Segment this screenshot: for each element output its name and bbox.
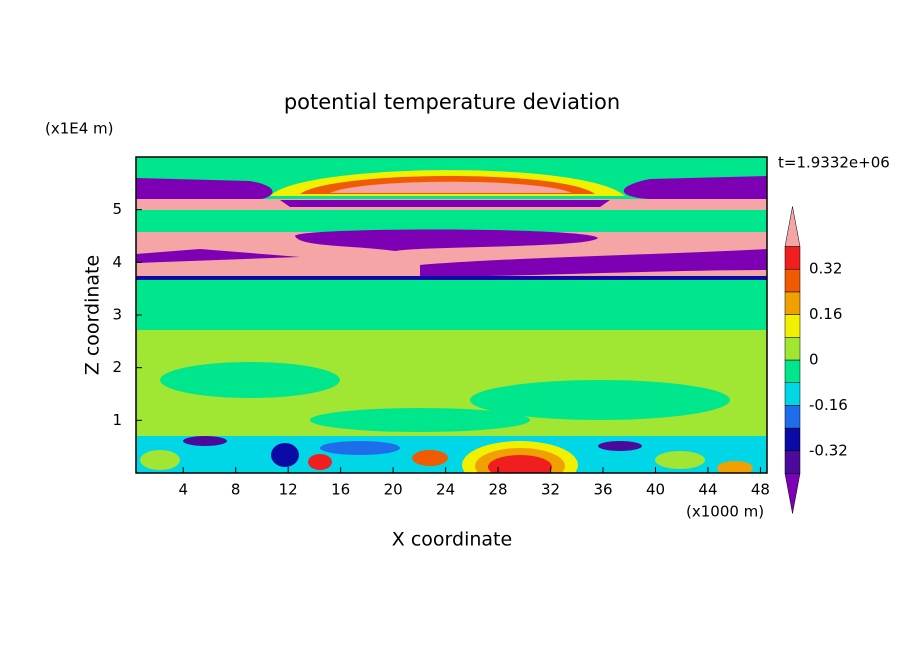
contour-field	[136, 157, 767, 473]
contour-region	[598, 441, 642, 451]
contour-region	[488, 455, 552, 473]
x-tick-label: 24	[436, 481, 455, 499]
colorbar-tick-label: -0.32	[809, 441, 848, 459]
contour-region	[136, 249, 300, 263]
y-tick-label: 3	[112, 306, 122, 324]
x-tick-label: 40	[646, 481, 665, 499]
colorbar-box	[784, 359, 801, 383]
y-tick-label: 1	[112, 411, 122, 429]
x-tick-label: 20	[384, 481, 403, 499]
x-tick-label: 32	[541, 481, 560, 499]
contour-region	[183, 436, 227, 446]
colorbar-box	[784, 450, 801, 474]
contour-region	[280, 200, 610, 207]
x-tick-label: 44	[698, 481, 717, 499]
contour-region	[420, 249, 767, 277]
contour-region	[308, 454, 332, 470]
x-tick-label: 16	[331, 481, 350, 499]
y-axis-label: Z coordinate	[82, 255, 104, 375]
chart-title: potential temperature deviation	[284, 90, 620, 114]
colorbar-box	[784, 246, 801, 270]
y-tick-label: 4	[112, 253, 122, 271]
contour-region	[136, 280, 767, 330]
colorbar-box	[784, 427, 801, 452]
x-tick-label: 8	[231, 481, 241, 499]
colorbar-upper-extension	[784, 206, 801, 247]
contour-region	[330, 181, 572, 193]
colorbar-box	[784, 405, 801, 429]
x-tick-label: 28	[489, 481, 508, 499]
contour-region	[140, 450, 180, 470]
colorbar-tick-label: -0.16	[809, 396, 848, 414]
colorbar-box	[784, 291, 801, 315]
x-axis-label: X coordinate	[392, 529, 512, 551]
colorbar-box	[784, 314, 801, 338]
y-tick-label: 5	[112, 200, 122, 218]
x-tick-label: 4	[178, 481, 188, 499]
contour-region	[160, 362, 340, 398]
annotation: t=1.9332e+06	[778, 154, 890, 172]
colorbar-box	[784, 382, 801, 406]
x-tick-label: 12	[279, 481, 298, 499]
contour-region	[320, 441, 400, 455]
contour-region	[295, 229, 598, 251]
colorbar-tick-label: 0	[809, 351, 819, 369]
y-unit: (x1E4 m)	[45, 120, 114, 138]
contour-region	[310, 408, 530, 432]
colorbar-box	[784, 337, 801, 361]
colorbar-tick-label: 0.32	[809, 260, 842, 278]
contour-region	[136, 276, 767, 280]
y-tick-label: 2	[112, 358, 122, 376]
contour-region	[136, 178, 273, 201]
colorbar-tick-label: 0.16	[809, 305, 842, 323]
contour-region	[271, 443, 299, 467]
contour-region	[470, 380, 730, 420]
contour-region	[655, 451, 705, 469]
x-tick-label: 36	[593, 481, 612, 499]
x-tick-label: 48	[751, 481, 770, 499]
contour-region	[412, 450, 448, 466]
colorbar-lower-extension	[784, 473, 801, 514]
contour-region	[717, 461, 753, 473]
colorbar-box	[784, 268, 801, 293]
x-unit: (x1000 m)	[686, 503, 764, 521]
contour-region	[623, 176, 767, 199]
